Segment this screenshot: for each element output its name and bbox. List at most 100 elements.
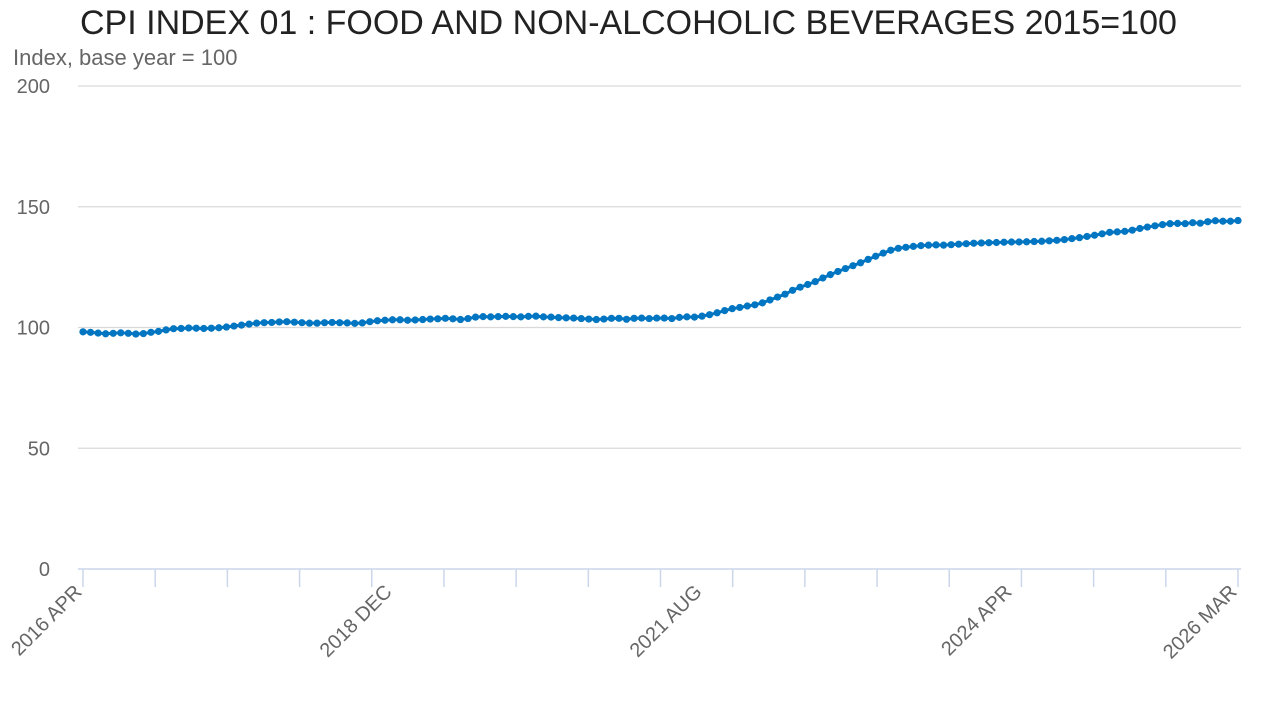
data-point[interactable] (86, 328, 95, 336)
data-point[interactable] (320, 319, 329, 327)
data-point[interactable] (1000, 238, 1008, 246)
data-point[interactable] (154, 327, 163, 335)
data-point[interactable] (977, 239, 985, 247)
data-point[interactable] (1068, 235, 1076, 243)
data-point[interactable] (705, 311, 714, 319)
data-point[interactable] (653, 314, 661, 322)
data-point[interactable] (939, 241, 948, 249)
data-point[interactable] (1030, 237, 1038, 246)
data-point[interactable] (283, 318, 291, 326)
data-point[interactable] (381, 316, 389, 324)
data-point[interactable] (237, 321, 246, 329)
data-point[interactable] (607, 314, 616, 322)
data-point[interactable] (419, 315, 427, 324)
data-point[interactable] (192, 324, 200, 332)
data-point[interactable] (600, 315, 608, 323)
data-point[interactable] (615, 314, 623, 322)
data-point[interactable] (1113, 228, 1121, 236)
data-point[interactable] (547, 313, 555, 321)
data-point[interactable] (79, 328, 87, 336)
data-point[interactable] (1038, 237, 1046, 245)
data-point[interactable] (1053, 236, 1061, 244)
data-point[interactable] (396, 316, 404, 324)
data-point[interactable] (230, 322, 238, 330)
data-point[interactable] (253, 319, 261, 327)
data-point[interactable] (1151, 222, 1159, 230)
data-point[interactable] (1023, 238, 1031, 246)
data-point[interactable] (819, 274, 827, 282)
data-point[interactable] (675, 313, 683, 321)
data-point[interactable] (1121, 227, 1129, 235)
data-point[interactable] (268, 318, 276, 327)
data-point[interactable] (328, 318, 336, 327)
data-point[interactable] (124, 329, 132, 337)
data-point[interactable] (1166, 220, 1174, 228)
data-point[interactable] (169, 325, 178, 333)
data-point[interactable] (622, 315, 631, 323)
data-point[interactable] (879, 249, 887, 257)
data-point[interactable] (313, 319, 321, 327)
data-point[interactable] (539, 313, 548, 321)
data-point[interactable] (856, 259, 865, 267)
data-point[interactable] (841, 264, 850, 273)
data-point[interactable] (1226, 217, 1235, 225)
data-point[interactable] (834, 267, 842, 276)
data-point[interactable] (94, 329, 102, 337)
data-point[interactable] (147, 328, 155, 336)
data-point[interactable] (849, 262, 857, 270)
data-point[interactable] (985, 239, 993, 247)
data-point[interactable] (117, 329, 125, 337)
data-point[interactable] (887, 246, 895, 254)
data-point[interactable] (441, 314, 449, 322)
data-point[interactable] (517, 313, 525, 321)
data-point[interactable] (713, 309, 721, 317)
data-point[interactable] (690, 313, 699, 321)
data-point[interactable] (645, 314, 653, 323)
data-point[interactable] (132, 330, 140, 338)
data-point[interactable] (872, 252, 880, 260)
data-point[interactable] (532, 312, 540, 320)
data-point[interactable] (728, 305, 736, 313)
data-point[interactable] (721, 306, 729, 315)
data-point[interactable] (1234, 216, 1242, 225)
data-point[interactable] (592, 315, 600, 324)
data-point[interactable] (970, 239, 978, 247)
data-point[interactable] (917, 242, 925, 250)
data-point[interactable] (781, 290, 789, 298)
data-point[interactable] (1136, 224, 1144, 233)
data-point[interactable] (1083, 232, 1091, 241)
data-point[interactable] (1128, 226, 1136, 234)
data-point[interactable] (298, 319, 306, 327)
data-point[interactable] (554, 314, 563, 322)
data-point[interactable] (758, 299, 767, 307)
data-point[interactable] (811, 278, 819, 286)
data-point[interactable] (932, 241, 940, 249)
data-point[interactable] (177, 324, 185, 333)
data-point[interactable] (290, 318, 298, 326)
data-point[interactable] (471, 313, 480, 321)
data-point[interactable] (1219, 217, 1227, 225)
data-point[interactable] (524, 312, 532, 320)
data-point[interactable] (638, 314, 646, 322)
data-point[interactable] (336, 319, 344, 327)
data-point[interactable] (962, 240, 970, 248)
data-point[interactable] (1060, 235, 1068, 244)
data-point[interactable] (804, 280, 812, 289)
data-point[interactable] (464, 314, 472, 323)
data-point[interactable] (1090, 231, 1099, 239)
data-point[interactable] (449, 315, 457, 323)
data-point[interactable] (388, 316, 397, 324)
data-point[interactable] (245, 320, 253, 328)
data-point[interactable] (426, 315, 434, 323)
data-point[interactable] (502, 312, 510, 320)
data-point[interactable] (404, 316, 412, 324)
data-point[interactable] (864, 255, 872, 263)
data-point[interactable] (1211, 217, 1219, 225)
data-point[interactable] (736, 303, 744, 312)
data-point[interactable] (924, 241, 933, 249)
data-point[interactable] (162, 326, 170, 334)
data-point[interactable] (668, 314, 676, 323)
data-point[interactable] (947, 241, 955, 249)
data-point[interactable] (275, 318, 283, 326)
data-point[interactable] (826, 271, 834, 279)
